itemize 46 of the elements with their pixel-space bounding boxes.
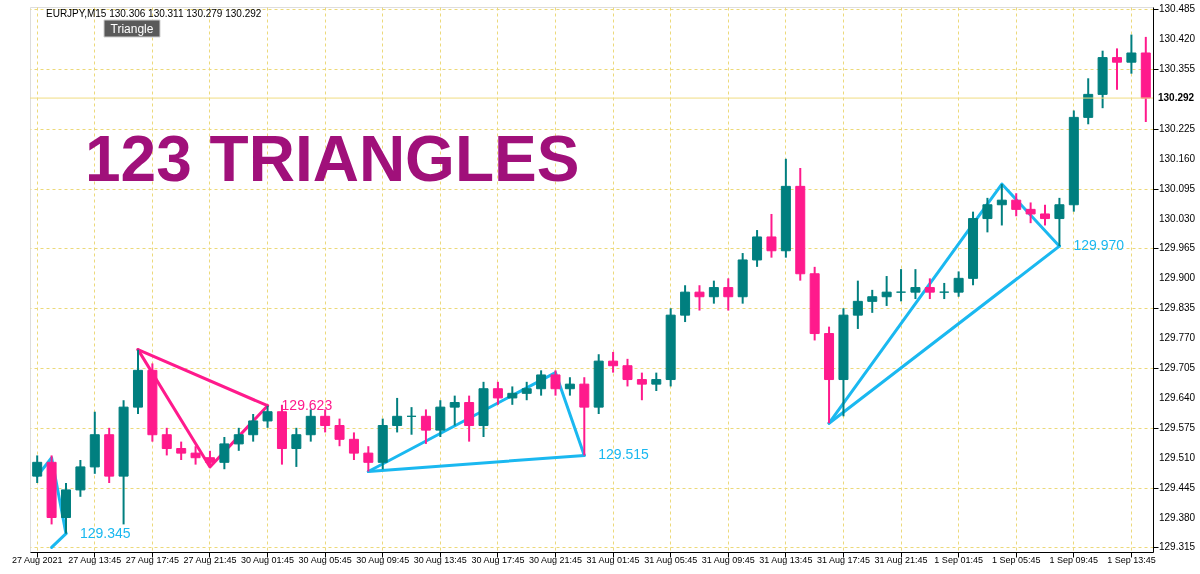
annotation: EURJPY,M15 130.306 130.311 130.279 130.292 — [46, 8, 262, 19]
x-tick-label: 27 Aug 17:45 — [125, 554, 179, 565]
x-tick-label: 27 Aug 21:45 — [183, 554, 237, 565]
x-tick-label: 1 Sep 09:45 — [1049, 554, 1099, 565]
x-tick-label: 30 Aug 21:45 — [528, 554, 583, 565]
y-tick-label: 129.380 — [1159, 511, 1196, 523]
y-tick-label: 129.315 — [1159, 541, 1196, 553]
annotation: Triangle — [110, 22, 154, 36]
y-tick-label: 130.030 — [1159, 212, 1196, 224]
x-tick-label: 31 Aug 01:45 — [586, 554, 640, 565]
x-tick-label: 1 Sep 01:45 — [934, 554, 983, 565]
x-tick-label: 30 Aug 05:45 — [298, 554, 352, 565]
x-tick-label: 30 Aug 01:45 — [241, 554, 295, 565]
x-tick-label: 31 Aug 05:45 — [644, 554, 698, 565]
y-tick-label: 129.575 — [1159, 421, 1196, 433]
x-tick-label: 27 Aug 2021 — [11, 554, 63, 565]
x-tick-label: 31 Aug 17:45 — [816, 554, 870, 565]
x-tick-label: 1 Sep 05:45 — [991, 554, 1041, 565]
y-tick-label: 130.485 — [1159, 3, 1196, 15]
x-tick-label: 1 Sep 13:45 — [1107, 554, 1156, 565]
x-tick-label: 27 Aug 13:45 — [68, 554, 122, 565]
y-tick-label: 129.445 — [1159, 481, 1196, 493]
text: 123 TRIANGLES — [85, 123, 580, 195]
data-label: 129.623 — [281, 396, 333, 413]
x-tick-label: 30 Aug 17:45 — [471, 554, 525, 565]
ref-line-label: 130.292 — [1158, 92, 1195, 104]
y-tick-label: 129.835 — [1159, 302, 1196, 314]
data-label: 129.970 — [1073, 237, 1125, 254]
y-tick-label: 129.705 — [1159, 362, 1196, 374]
y-tick-label: 130.160 — [1159, 152, 1196, 164]
x-tick-label: 30 Aug 13:45 — [413, 554, 467, 565]
y-tick-label: 129.965 — [1159, 242, 1196, 254]
x-tick-label: 31 Aug 21:45 — [874, 554, 928, 565]
y-tick-label: 130.095 — [1159, 182, 1196, 194]
y-tick-label: 129.640 — [1159, 391, 1196, 403]
x-tick-label: 31 Aug 09:45 — [701, 554, 755, 565]
x-tick-label: 30 Aug 09:45 — [356, 554, 410, 565]
y-tick-label: 129.510 — [1159, 451, 1196, 463]
y-tick-label: 129.770 — [1159, 332, 1196, 344]
y-tick-label: 130.420 — [1159, 33, 1196, 45]
data-label: 129.345 — [79, 524, 131, 541]
x-tick-label: 31 Aug 13:45 — [759, 554, 813, 565]
y-tick-label: 130.355 — [1159, 63, 1196, 75]
y-tick-label: 129.900 — [1159, 272, 1196, 284]
data-label: 129.515 — [598, 446, 650, 463]
y-tick-label: 130.225 — [1159, 122, 1196, 134]
